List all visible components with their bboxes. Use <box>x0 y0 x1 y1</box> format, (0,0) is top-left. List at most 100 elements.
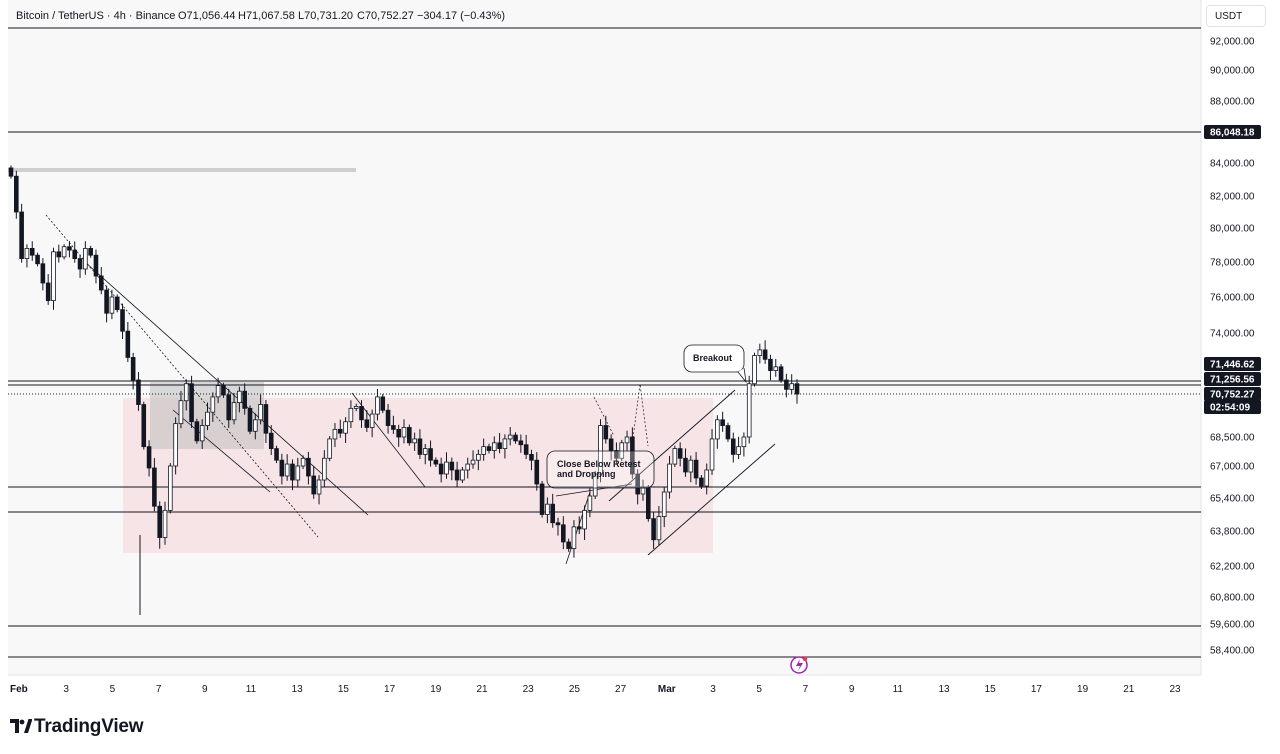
candle-down <box>539 483 545 515</box>
candle-up <box>741 436 747 448</box>
price-tag-label: 70,752.27 <box>1210 390 1255 401</box>
plot-area[interactable] <box>8 0 1201 675</box>
candle-down <box>136 379 141 405</box>
projection-arrow-2 <box>631 383 649 447</box>
breakout-callout[interactable]: Breakout <box>683 344 747 384</box>
candle-down <box>385 409 391 426</box>
candle-up <box>422 448 428 455</box>
candle-up <box>476 453 481 461</box>
candle-up <box>231 402 237 421</box>
retest-label: Close Below Retest <box>557 459 641 469</box>
time-tick-label: 3 <box>63 684 69 695</box>
candle-up <box>571 526 577 549</box>
candle-down <box>768 358 773 371</box>
time-tick-label: 13 <box>938 684 950 695</box>
time-tick-label: 7 <box>156 684 162 695</box>
candle-up <box>205 411 210 426</box>
time-tick-label: 17 <box>384 684 396 695</box>
price-tick-label: 74,000.00 <box>1210 329 1255 340</box>
currency-button[interactable]: USDT <box>1206 5 1266 27</box>
candle-down <box>98 275 104 291</box>
time-tick-label: 3 <box>710 684 716 695</box>
time-tick-label: 5 <box>110 684 116 695</box>
candle-down <box>725 425 731 440</box>
retest-callout[interactable]: Close Below Retest and Dropping <box>546 450 655 489</box>
candle-down <box>603 425 609 440</box>
candle-up <box>715 419 720 440</box>
candle-up <box>656 516 662 541</box>
candle-down <box>157 505 163 538</box>
candle-down <box>608 438 614 451</box>
tradingview-logo-text: TradingView <box>34 716 144 737</box>
time-tick-label: 19 <box>430 684 442 695</box>
candle-up <box>507 434 513 440</box>
candle-down <box>518 440 524 446</box>
price-tick-label: 84,000.00 <box>1210 159 1255 170</box>
candle-down <box>311 475 317 495</box>
time-tick-label: 23 <box>1169 684 1181 695</box>
retest-label-2: and Dropping <box>557 469 616 479</box>
price-axis-panel[interactable] <box>1201 0 1280 675</box>
candle-down <box>45 282 51 302</box>
candle-up <box>412 438 417 444</box>
symbol-title[interactable]: Bitcoin / TetherUS · 4h · Binance <box>16 10 175 22</box>
ohlc-low: L70,731.20 <box>298 10 353 22</box>
retest-box <box>546 450 655 489</box>
price-tag-label: 86,048.18 <box>1210 128 1255 139</box>
candle-down <box>576 526 582 530</box>
candle-down <box>396 428 401 438</box>
candle-up <box>545 503 550 515</box>
time-tick-label: 27 <box>615 684 627 695</box>
candle-up <box>582 509 587 530</box>
ohlc-close: C70,752.27 <box>357 10 414 22</box>
price-tag-bg <box>1204 357 1261 371</box>
candle-down <box>497 442 502 449</box>
candle-down <box>407 427 412 444</box>
candle-down <box>141 404 147 448</box>
candle-down <box>454 469 460 481</box>
candle-up <box>162 509 168 538</box>
candle-down <box>189 383 194 423</box>
candle-down <box>523 444 529 455</box>
candle-up <box>752 355 757 385</box>
price-tick-label: 82,000.00 <box>1210 192 1255 203</box>
price-tick-label: 92,000.00 <box>1210 37 1255 48</box>
candle-down <box>279 459 285 477</box>
time-tick-label: 15 <box>338 684 350 695</box>
alert-icon[interactable] <box>790 656 808 674</box>
candle-down <box>651 518 656 541</box>
candle-up <box>369 413 375 428</box>
downtrend-line-upper <box>84 261 369 516</box>
candle-down <box>438 463 444 475</box>
candle-up <box>704 469 710 487</box>
candle-up <box>667 463 672 493</box>
time-tick-label: 15 <box>985 684 997 695</box>
candle-up <box>746 383 752 438</box>
downtrend-line-mid <box>172 409 271 493</box>
price-tick-label: 59,600.00 <box>1210 620 1255 631</box>
candle-down <box>274 448 279 461</box>
price-tick-label: 58,400.00 <box>1210 646 1255 657</box>
candle-down <box>67 246 72 251</box>
candle-up <box>327 438 332 459</box>
time-tick-label: 11 <box>893 684 904 695</box>
candle-down <box>242 390 247 409</box>
candle-down <box>72 249 78 260</box>
candle-down <box>449 461 455 471</box>
candle-up <box>332 428 338 440</box>
candle-up <box>640 487 646 495</box>
candle-up <box>237 390 242 404</box>
candle-down <box>306 457 311 477</box>
time-tick-label: 23 <box>523 684 535 695</box>
candle-down <box>555 522 561 526</box>
time-tick-label: 17 <box>1031 684 1043 695</box>
price-tag-label: 71,446.62 <box>1210 360 1255 371</box>
candle-down <box>417 438 423 455</box>
candle-up <box>709 438 715 471</box>
price-tick-label: 62,200.00 <box>1210 562 1255 573</box>
ohlc-high: H71,067.58 <box>238 10 295 22</box>
candle-up <box>619 442 625 459</box>
price-tick-label: 63,800.00 <box>1210 527 1255 538</box>
price-tag-bg <box>1204 125 1261 139</box>
